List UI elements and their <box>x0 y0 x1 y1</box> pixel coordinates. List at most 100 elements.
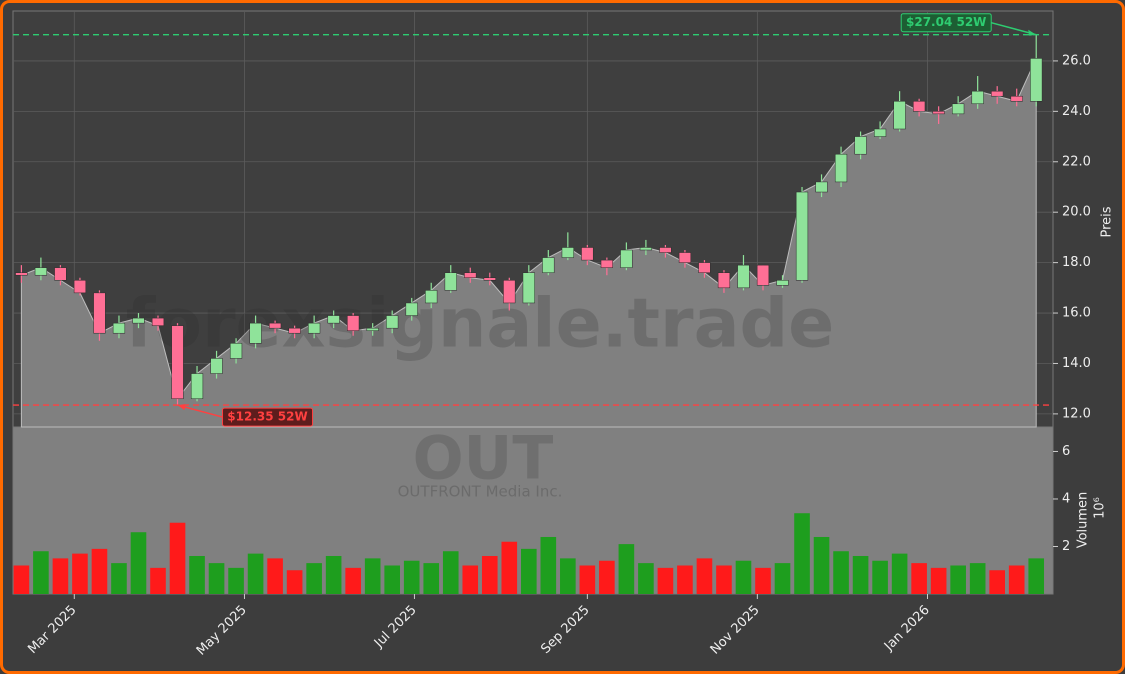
candle-body <box>776 280 789 286</box>
volume-bar <box>657 567 674 594</box>
volume-bar <box>774 563 791 594</box>
volume-bar <box>872 560 888 594</box>
candle-body <box>991 90 1004 97</box>
volume-bar <box>599 560 615 594</box>
candle-body <box>34 267 48 276</box>
volume-bar <box>1008 565 1025 594</box>
volume-bar <box>989 570 1005 594</box>
volume-bar <box>13 565 30 594</box>
volume-bar <box>364 558 381 594</box>
candle-body <box>600 259 613 268</box>
y-tick-label: 16.0 <box>1062 306 1091 321</box>
y-tick-label: 12.0 <box>1062 406 1091 421</box>
volume-bar <box>911 563 927 594</box>
volume-bar <box>794 513 810 594</box>
marks: $27.04 52W $12.35 52W <box>13 13 1053 594</box>
y-tick-label: 2 <box>1062 539 1070 554</box>
candle-body <box>952 103 965 115</box>
volume-scale: 10⁶ <box>1093 497 1108 519</box>
candle-body <box>73 280 87 294</box>
annotation-label: $27.04 52W <box>906 15 986 29</box>
volume-bar <box>345 567 361 594</box>
candle-body <box>893 101 906 130</box>
volume-bar <box>891 553 908 594</box>
volume-bar <box>403 560 420 594</box>
candle-body <box>405 302 418 316</box>
y-tick-label: 20.0 <box>1062 205 1091 220</box>
volume-bar <box>228 567 244 594</box>
volume-bar <box>52 558 69 594</box>
candle-body <box>1030 58 1043 102</box>
candle-body <box>464 272 477 278</box>
volume-bar <box>208 563 225 594</box>
volume-bar <box>520 548 537 594</box>
candle-body <box>756 264 770 286</box>
candle-body <box>503 280 516 304</box>
candle-body <box>112 322 126 334</box>
volume-bar <box>169 522 186 594</box>
volume-bar <box>111 563 127 594</box>
volume-bar <box>930 567 947 594</box>
candle-body <box>913 101 926 112</box>
annotation-box <box>222 407 314 427</box>
candle-body <box>639 247 653 251</box>
candle-body <box>932 111 945 115</box>
candle-body <box>347 315 360 331</box>
volume-bar <box>755 567 771 594</box>
volume-bar <box>462 565 479 594</box>
annotation-box <box>900 13 992 33</box>
candle-body <box>483 277 496 281</box>
watermark: forexsignale.trade <box>126 285 835 364</box>
candle-body <box>425 290 438 304</box>
candle-body <box>542 257 555 273</box>
volume-bar <box>677 565 693 594</box>
volume-bar <box>716 565 732 594</box>
company-watermark: OUTFRONT Media Inc. <box>398 483 563 501</box>
candle-body <box>971 90 984 105</box>
candle-body <box>444 272 457 291</box>
candle-body <box>854 136 867 155</box>
candle-body <box>171 325 184 400</box>
volume-bar <box>33 551 49 594</box>
volume-bar <box>638 563 654 594</box>
volume-bar <box>950 565 966 594</box>
candle-body <box>873 128 887 137</box>
volume-bar <box>852 555 869 594</box>
candle-body <box>581 247 594 261</box>
volume-bar <box>618 544 635 594</box>
volume-bar <box>72 553 88 594</box>
ticker-watermark: OUT <box>413 424 554 494</box>
candle-body <box>366 327 379 331</box>
volume-bar <box>501 541 518 594</box>
candle-body <box>327 315 340 324</box>
volume-bar <box>325 555 342 594</box>
candle-body <box>561 247 574 258</box>
volume-bar <box>306 563 322 594</box>
candle-body <box>229 343 243 359</box>
volume-bar <box>1028 558 1045 594</box>
y-tick-label: 26.0 <box>1062 53 1091 68</box>
arrow-head <box>1028 29 1037 36</box>
volume-bar <box>384 565 400 594</box>
arrow-head <box>177 404 186 411</box>
volume-bar <box>286 570 303 594</box>
candle-body <box>1010 95 1023 102</box>
candle-body <box>151 317 165 326</box>
y-tick-label: 24.0 <box>1062 104 1091 119</box>
volume-bar <box>247 553 264 594</box>
candle-body <box>717 272 731 289</box>
candle-body <box>659 247 672 253</box>
volume-axis-title: Volumen <box>1076 492 1091 549</box>
annotation-label: $12.35 52W <box>227 410 307 424</box>
candle-body <box>268 322 282 329</box>
candle-body <box>386 315 399 329</box>
candle-body <box>678 252 692 263</box>
candle-body <box>15 272 28 276</box>
candle-body <box>737 264 750 289</box>
volume-bar <box>969 563 986 594</box>
volume-bar <box>481 555 498 594</box>
candle-body <box>698 262 711 273</box>
candle-body <box>210 358 223 374</box>
